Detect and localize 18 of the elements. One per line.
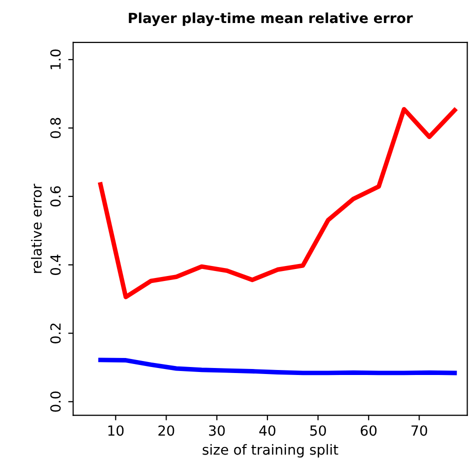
y-tick-label: 0.2 bbox=[50, 324, 61, 344]
x-tick-label: 30 bbox=[209, 425, 225, 436]
x-tick-label: 40 bbox=[259, 425, 276, 436]
chart-title: Player play-time mean relative error bbox=[128, 12, 413, 26]
y-tick-label: 0.8 bbox=[50, 118, 61, 138]
y-tick-label: 0.4 bbox=[50, 254, 61, 275]
x-tick-label: 60 bbox=[360, 425, 377, 436]
line-series bbox=[98, 358, 457, 376]
x-tick-label: 50 bbox=[310, 425, 326, 436]
y-tick-label: 0.0 bbox=[50, 392, 61, 412]
x-axis-title: size of training split bbox=[202, 444, 338, 458]
y-axis-title: relative error bbox=[31, 184, 42, 273]
x-tick-label: 20 bbox=[158, 425, 174, 436]
y-tick-label: 1.0 bbox=[50, 49, 61, 70]
x-tick-label: 10 bbox=[108, 425, 124, 436]
line-series bbox=[98, 106, 457, 300]
x-tick-label: 70 bbox=[412, 425, 428, 436]
y-tick-label: 0.6 bbox=[50, 186, 61, 207]
